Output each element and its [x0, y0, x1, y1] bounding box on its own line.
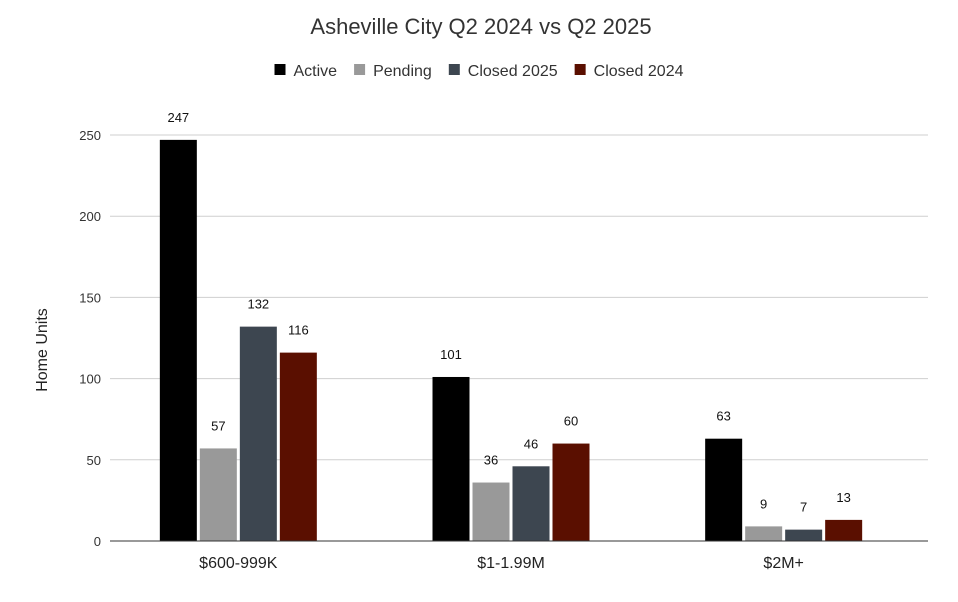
x-category-label: $600-999K	[199, 555, 278, 572]
bar-closed-2025	[785, 529, 823, 541]
data-label: 116	[288, 323, 309, 338]
legend-label: Closed 2024	[594, 63, 684, 80]
bar-active	[432, 376, 470, 541]
bar-closed-2025	[239, 326, 277, 541]
chart-title: Asheville City Q2 2024 vs Q2 2025	[310, 14, 651, 39]
y-tick-label: 100	[79, 372, 101, 387]
legend: Active Pending Closed 2025 Closed 2024	[274, 63, 684, 80]
bar-closed-2025	[512, 466, 550, 541]
data-label: 57	[211, 418, 225, 433]
data-label: 46	[524, 436, 538, 451]
bar-pending	[199, 448, 237, 541]
data-label: 9	[760, 496, 767, 511]
legend-swatch	[574, 64, 586, 75]
data-label: 7	[800, 500, 807, 515]
legend-label: Closed 2025	[468, 63, 558, 80]
data-label: 13	[836, 490, 850, 505]
bar-closed-2024	[825, 519, 863, 541]
legend-swatch	[354, 64, 366, 75]
x-category-label: $2M+	[763, 555, 803, 572]
x-category-label: $1-1.99M	[477, 555, 545, 572]
legend-swatch	[448, 64, 460, 75]
bar-pending	[472, 482, 510, 541]
data-label: 63	[716, 409, 730, 424]
legend-item: Active	[274, 63, 338, 80]
y-tick-label: 200	[79, 209, 101, 224]
data-label: 101	[440, 347, 462, 362]
bar-active	[705, 438, 743, 541]
data-label: 132	[247, 297, 269, 312]
gridlines	[110, 134, 928, 461]
y-axis-label: Home Units	[34, 308, 51, 392]
bar-closed-2024	[279, 352, 317, 541]
legend-label: Pending	[373, 63, 432, 80]
data-label: 36	[484, 453, 498, 468]
data-label: 60	[564, 414, 578, 429]
x-axis-categories: $600-999K $1-1.99M $2M+	[199, 555, 804, 572]
legend-item: Closed 2024	[574, 63, 684, 80]
bar-pending	[745, 526, 783, 541]
y-tick-label: 0	[94, 534, 101, 549]
y-tick-label: 50	[87, 453, 101, 468]
bar-active	[159, 139, 197, 541]
y-tick-label: 150	[79, 290, 101, 305]
y-tick-label: 250	[79, 128, 101, 143]
legend-item: Pending	[354, 63, 432, 80]
legend-swatch	[274, 64, 286, 75]
data-labels: 247 57 132 116 101 36 46 60 63 9 7 13	[167, 110, 850, 515]
legend-item: Closed 2025	[448, 63, 558, 80]
legend-label: Active	[294, 63, 338, 80]
y-axis-ticks: 0 50 100 150 200 250	[79, 128, 101, 549]
bars	[159, 139, 863, 541]
data-label: 247	[167, 110, 189, 125]
bar-closed-2024	[552, 443, 590, 541]
